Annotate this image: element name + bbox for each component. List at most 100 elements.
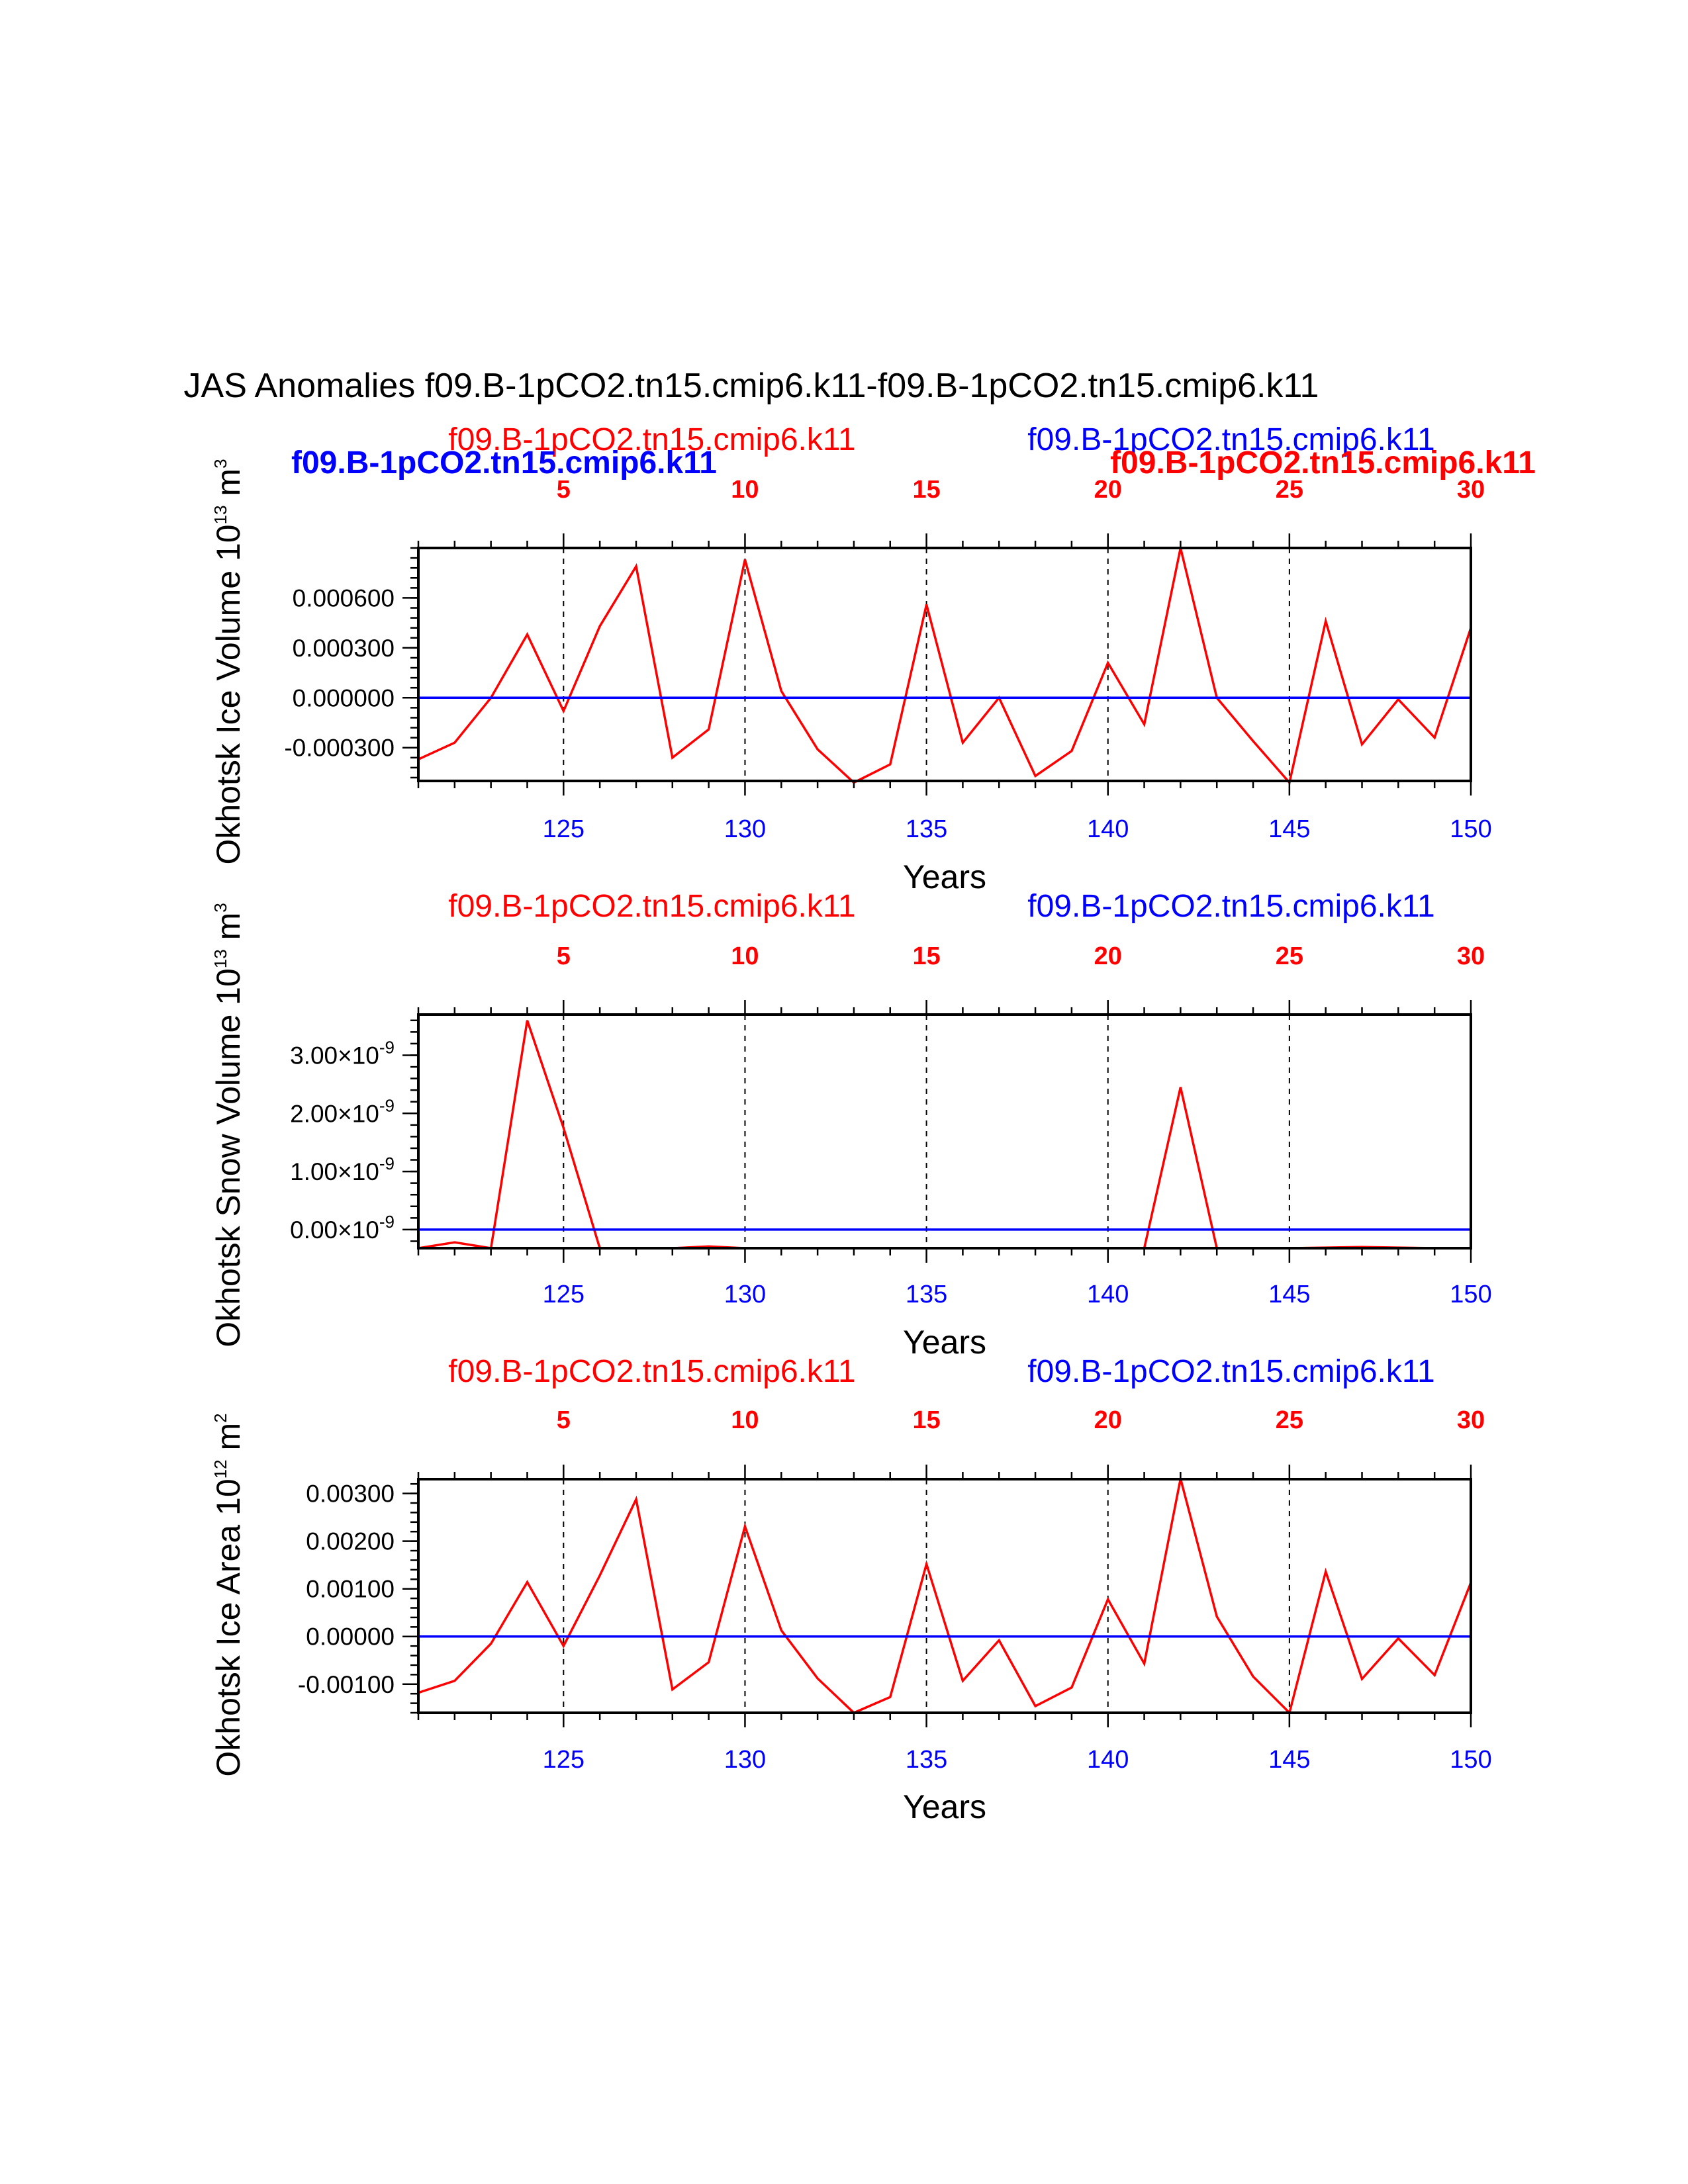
y-tick-label: 2.00×10-9 [290,1095,395,1127]
panel-right-label: f09.B-1pCO2.tn15.cmip6.k11 [1027,889,1434,924]
y-axis-title: Okhotsk Snow Volume 1013 m3 [210,903,247,1347]
y-tick-label: -0.00100 [298,1671,395,1698]
x-tick-label-top: 15 [912,1406,940,1434]
y-tick-label-exponent: -9 [379,1212,395,1232]
x-tick-label-bottom: 145 [1268,1746,1310,1774]
x-tick-label-top: 10 [731,1406,759,1434]
y-axis-title-exp: 13 [211,505,230,524]
y-axis-title: Okhotsk Ice Volume 1013 m3 [210,459,247,864]
x-tick-label-bottom: 125 [543,1746,585,1774]
y-tick-label-exponent: -9 [379,1095,395,1115]
x-tick-label-bottom: 125 [543,1281,585,1308]
y-tick-label: 0.00000 [306,1623,395,1651]
x-tick-label-bottom: 135 [906,1281,947,1308]
x-axis-title: Years [903,858,986,895]
series-line-red [418,547,1472,786]
y-tick-label: 0.00300 [306,1480,395,1508]
x-tick-label-top: 5 [557,1406,571,1434]
plot-frame [417,1013,1472,1250]
panel-right-label: f09.B-1pCO2.tn15.cmip6.k11 [1027,1354,1434,1389]
overlay-label-blue: f09.B-1pCO2.tn15.cmip6.k11 [291,445,717,480]
y-tick-label-exponent: -9 [379,1037,395,1057]
y-tick-label-exponent: -9 [379,1154,395,1173]
x-tick-label-bottom: 140 [1087,1746,1129,1774]
y-tick-label-text: 0.000300 [293,635,395,662]
x-tick-label-top: 30 [1457,942,1485,970]
x-tick-label-top: 5 [557,942,571,970]
panel-2: f09.B-1pCO2.tn15.cmip6.k11 f09.B-1pCO2.tn… [210,889,1492,1361]
series-line-red [418,1478,1472,1715]
x-tick-label-bottom: 140 [1087,1281,1129,1308]
x-tick-label-bottom: 145 [1268,815,1310,843]
x-tick-label-bottom: 125 [543,815,585,843]
y-tick-label-text: 0.00000 [306,1623,395,1651]
y-tick-label: 0.000600 [293,584,395,612]
y-axis-title-exp: 12 [211,1459,230,1479]
y-tick-label: 3.00×10-9 [290,1037,395,1069]
x-tick-label-top: 10 [731,942,759,970]
panel-3: f09.B-1pCO2.tn15.cmip6.k11 f09.B-1pCO2.tn… [210,1354,1492,1825]
x-tick-label-top: 20 [1094,942,1122,970]
x-tick-label-top: 15 [912,476,940,504]
x-tick-label-bottom: 140 [1087,815,1129,843]
y-axis-title-unit-exp: 3 [211,903,230,912]
y-tick-label: 0.000300 [293,635,395,662]
x-axis-title: Years [903,1788,986,1825]
y-tick-label-text: 1.00×10 [290,1158,379,1185]
x-tick-label-top: 30 [1457,476,1485,504]
x-tick-label-bottom: 135 [906,1746,947,1774]
y-axis-title-unit-exp: 2 [211,1413,230,1422]
y-axis-title: Okhotsk Ice Area 1012 m2 [210,1413,247,1776]
x-tick-label-top: 15 [912,942,940,970]
y-axis-title-unit-exp: 3 [211,459,230,468]
x-tick-label-top: 10 [731,476,759,504]
plot-frame [417,1478,1472,1714]
x-tick-label-top: 20 [1094,476,1122,504]
y-axis-title-main: Okhotsk Ice Volume 10 [210,524,247,864]
y-tick-label-text: 0.00300 [306,1480,395,1508]
x-tick-label-bottom: 150 [1450,815,1491,843]
x-tick-label-top: 30 [1457,1406,1485,1434]
y-axis-title-unit: m [210,469,247,506]
y-tick-label-text: 2.00×10 [290,1100,379,1127]
y-axis-title-main: Okhotsk Snow Volume 10 [210,968,247,1347]
panel-left-label: f09.B-1pCO2.tn15.cmip6.k11 [448,1354,855,1389]
y-tick-label-text: 0.00100 [306,1576,395,1603]
x-tick-label-bottom: 130 [724,1281,766,1308]
y-tick-label-text: 0.00200 [306,1528,395,1555]
y-tick-label-text: 0.000600 [293,584,395,612]
x-tick-label-top: 25 [1276,1406,1303,1434]
x-tick-label-bottom: 145 [1268,1281,1310,1308]
x-tick-label-top: 5 [557,476,571,504]
panel-1: f09.B-1pCO2.tn15.cmip6.k11 f09.B-1pCO2.tn… [210,422,1492,895]
y-tick-label: 0.00200 [306,1528,395,1555]
panel-left-label: f09.B-1pCO2.tn15.cmip6.k11 [448,422,855,457]
y-tick-label: -0.000300 [284,735,395,762]
y-axis-title-main: Okhotsk Ice Area 10 [210,1479,247,1776]
x-tick-label-bottom: 135 [906,815,947,843]
y-tick-label: 0.00×10-9 [290,1212,395,1244]
y-tick-label-text: 3.00×10 [290,1042,379,1069]
y-tick-label: 0.000000 [293,684,395,711]
y-tick-label: 0.00100 [306,1576,395,1603]
y-tick-label-text: 0.00×10 [290,1216,379,1244]
figure-title: JAS Anomalies f09.B-1pCO2.tn15.cmip6.k11… [184,367,1319,405]
y-axis-title-unit: m [210,913,247,950]
y-tick-label-text: -0.000300 [284,735,395,762]
x-tick-label-bottom: 150 [1450,1281,1491,1308]
x-tick-label-bottom: 150 [1450,1746,1491,1774]
x-tick-label-bottom: 130 [724,1746,766,1774]
x-tick-label-bottom: 130 [724,815,766,843]
y-tick-label-text: 0.000000 [293,684,395,711]
overlay-label-red: f09.B-1pCO2.tn15.cmip6.k11 [1110,445,1536,480]
x-tick-label-top: 20 [1094,1406,1122,1434]
x-tick-label-top: 25 [1276,942,1303,970]
y-tick-label: 1.00×10-9 [290,1154,395,1185]
plot-frame [417,547,1472,782]
y-axis-title-unit: m [210,1423,247,1460]
panel-right-label: f09.B-1pCO2.tn15.cmip6.k11 [1027,422,1434,457]
x-tick-label-top: 25 [1276,476,1303,504]
y-tick-label-text: -0.00100 [298,1671,395,1698]
y-axis-title-exp: 13 [211,949,230,968]
